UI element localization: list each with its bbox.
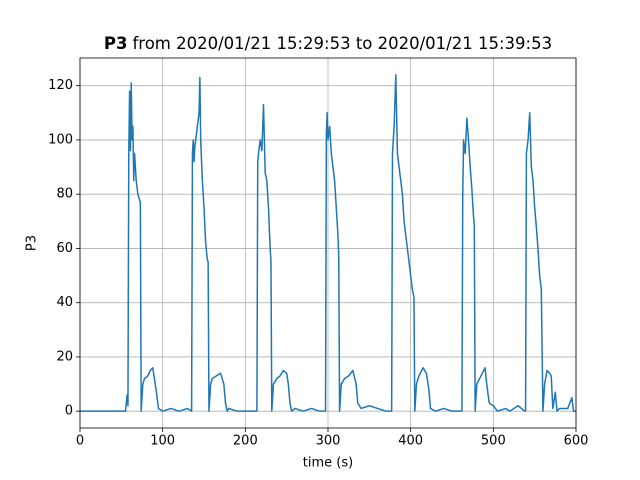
x-tick-label: 500 [481,434,506,449]
data-line [80,74,576,412]
y-tick-label: 20 [56,349,73,364]
y-tick-label: 60 [56,241,73,256]
chart-title: P3 from 2020/01/21 15:29:53 to 2020/01/21… [104,34,552,53]
x-tick-label: 400 [398,434,423,449]
x-tick-label: 100 [150,434,175,449]
grid [79,58,577,428]
x-tick-label: 300 [316,434,341,449]
title-bold: P3 [104,34,128,53]
y-tick-label: 100 [48,132,73,147]
x-tick-label: 0 [76,434,84,449]
plot-area [80,74,576,412]
y-tick-label: 80 [56,187,73,202]
title-text: from 2020/01/21 15:29:53 to 2020/01/21 1… [132,34,552,53]
y-tick-label: 120 [48,78,73,93]
x-tick-label: 600 [564,434,589,449]
y-tick-label: 40 [56,295,73,310]
y-tick-label: 0 [65,404,73,419]
x-axis-label: time (s) [303,456,353,471]
y-axis-label: P3 [25,235,40,251]
x-tick-label: 200 [233,434,258,449]
